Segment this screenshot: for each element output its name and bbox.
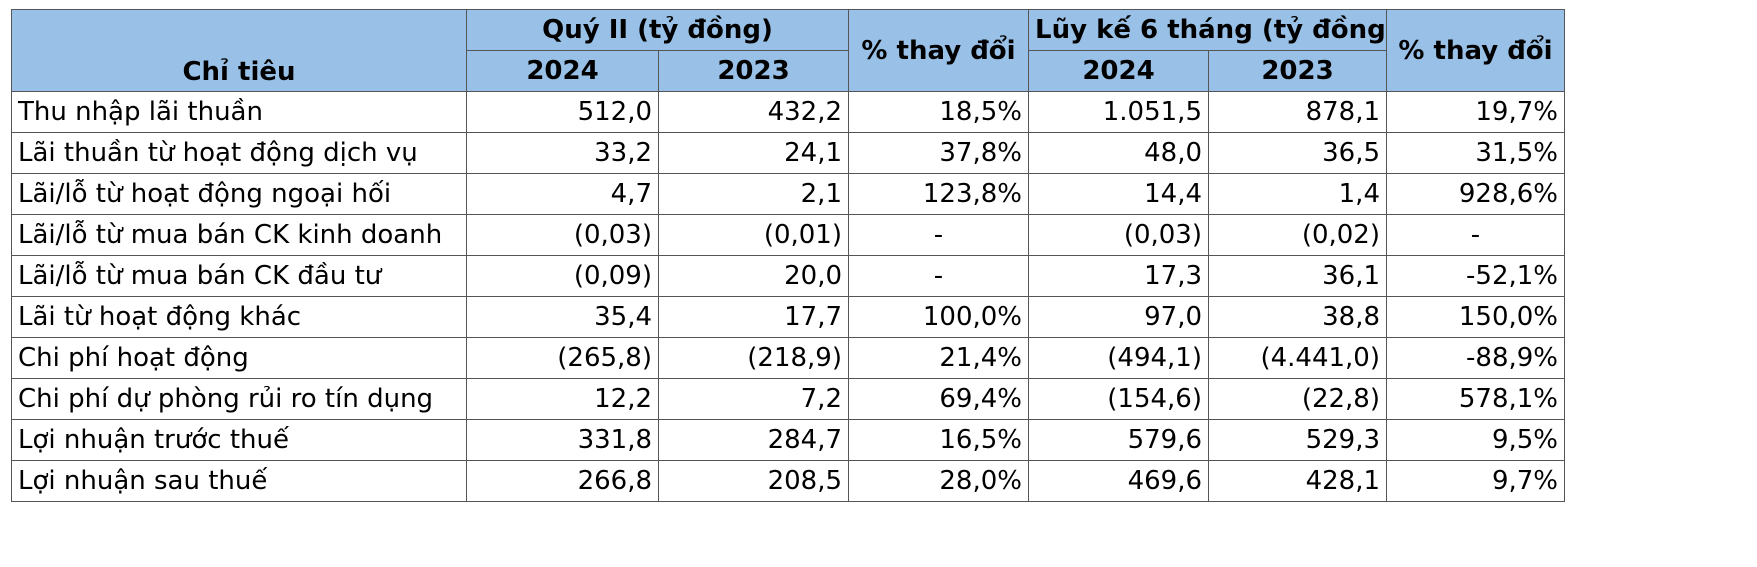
quarter-2023-cell: 24,1	[658, 132, 849, 174]
cumulative-2024-cell: (0,03)	[1028, 214, 1209, 256]
table-row: Lợi nhuận trước thuế 331,8 284,7 16,5% 579,6…	[11, 419, 1565, 461]
row-label: Lợi nhuận sau thuế	[11, 460, 467, 502]
quarter-pct-change-cell: 69,4%	[848, 378, 1029, 420]
header-quarter-group: Quý II (tỷ đồng)	[466, 9, 849, 51]
header-quarter-year-2024: 2024	[466, 50, 659, 92]
table-row: Lãi thuần từ hoạt động dịch vụ 33,2 24,1 37…	[11, 132, 1565, 174]
cumulative-2023-cell: 428,1	[1208, 460, 1387, 502]
quarter-pct-change-cell: 37,8%	[848, 132, 1029, 174]
quarter-2024-cell: 33,2	[466, 132, 659, 174]
cumulative-pct-change-cell: 19,7%	[1386, 91, 1565, 133]
quarter-2023-cell: 2,1	[658, 173, 849, 215]
table-row: Lãi từ hoạt động khác 35,4 17,7 100,0% 97,0 3…	[11, 296, 1565, 338]
table-row: Thu nhập lãi thuần 512,0 432,2 18,5% 1.051,5…	[11, 91, 1565, 133]
cumulative-2024-cell: (154,6)	[1028, 378, 1209, 420]
cumulative-2023-cell: 36,1	[1208, 255, 1387, 297]
cumulative-2023-cell: (22,8)	[1208, 378, 1387, 420]
cumulative-2024-cell: 1.051,5	[1028, 91, 1209, 133]
cumulative-2024-cell: (494,1)	[1028, 337, 1209, 379]
cumulative-pct-change-cell: 9,7%	[1386, 460, 1565, 502]
cumulative-2024-cell: 17,3	[1028, 255, 1209, 297]
row-label: Lãi/lỗ từ mua bán CK đầu tư	[11, 255, 467, 297]
row-label: Lợi nhuận trước thuế	[11, 419, 467, 461]
quarter-2024-cell: (0,09)	[466, 255, 659, 297]
table-row: Lãi/lỗ từ mua bán CK đầu tư (0,09) 20,0-17…	[11, 255, 1565, 297]
cumulative-2024-cell: 97,0	[1028, 296, 1209, 338]
header-quarter-pct-change: % thay đổi	[848, 9, 1029, 92]
cumulative-pct-change-cell: -88,9%	[1386, 337, 1565, 379]
quarter-2023-cell: 20,0	[658, 255, 849, 297]
cumulative-pct-change-cell: -	[1386, 214, 1565, 256]
cumulative-2023-cell: (0,02)	[1208, 214, 1387, 256]
cumulative-2023-cell: 1,4	[1208, 173, 1387, 215]
cumulative-2023-cell: 878,1	[1208, 91, 1387, 133]
table-row: Lãi/lỗ từ mua bán CK kinh doanh (0,03) (0,…	[11, 214, 1565, 256]
quarter-2023-cell: 432,2	[658, 91, 849, 133]
row-label: Lãi/lỗ từ mua bán CK kinh doanh	[11, 214, 467, 256]
header-cumulative-pct-change: % thay đổi	[1386, 9, 1565, 92]
cumulative-2023-cell: (4.441,0)	[1208, 337, 1387, 379]
table-row: Chi phí dự phòng rủi ro tín dụng 12,2 7,2 6…	[11, 378, 1565, 420]
quarter-pct-change-cell: 16,5%	[848, 419, 1029, 461]
row-label: Lãi thuần từ hoạt động dịch vụ	[11, 132, 467, 174]
quarter-2024-cell: 331,8	[466, 419, 659, 461]
cumulative-pct-change-cell: 578,1%	[1386, 378, 1565, 420]
quarter-2023-cell: 17,7	[658, 296, 849, 338]
cumulative-2023-cell: 36,5	[1208, 132, 1387, 174]
row-label: Thu nhập lãi thuần	[11, 91, 467, 133]
quarter-2023-cell: 284,7	[658, 419, 849, 461]
cumulative-2024-cell: 579,6	[1028, 419, 1209, 461]
row-label: Lãi/lỗ từ hoạt động ngoại hối	[11, 173, 467, 215]
cumulative-2024-cell: 14,4	[1028, 173, 1209, 215]
table-row: Lợi nhuận sau thuế 266,8 208,5 28,0% 469,6 42…	[11, 460, 1565, 502]
quarter-2023-cell: (218,9)	[658, 337, 849, 379]
quarter-pct-change-cell: 18,5%	[848, 91, 1029, 133]
quarter-2024-cell: 12,2	[466, 378, 659, 420]
header-cumulative-group: Lũy kế 6 tháng (tỷ đồng)	[1028, 9, 1387, 51]
quarter-pct-change-cell: 100,0%	[848, 296, 1029, 338]
row-label: Chi phí dự phòng rủi ro tín dụng	[11, 378, 467, 420]
cumulative-pct-change-cell: 31,5%	[1386, 132, 1565, 174]
header-cumulative-year-2023: 2023	[1208, 50, 1387, 92]
quarter-2023-cell: 208,5	[658, 460, 849, 502]
quarter-2024-cell: 266,8	[466, 460, 659, 502]
cumulative-2023-cell: 38,8	[1208, 296, 1387, 338]
quarter-2024-cell: (265,8)	[466, 337, 659, 379]
quarter-pct-change-cell: 21,4%	[848, 337, 1029, 379]
cumulative-2023-cell: 529,3	[1208, 419, 1387, 461]
quarter-2023-cell: 7,2	[658, 378, 849, 420]
quarter-2024-cell: (0,03)	[466, 214, 659, 256]
quarter-2024-cell: 4,7	[466, 173, 659, 215]
header-cumulative-year-2024: 2024	[1028, 50, 1209, 92]
table-body: Thu nhập lãi thuần 512,0 432,2 18,5% 1.051,5…	[11, 91, 1565, 502]
header-row-label: Chỉ tiêu	[11, 9, 467, 92]
cumulative-pct-change-cell: 9,5%	[1386, 419, 1565, 461]
financial-results-table: Chỉ tiêu Quý II (tỷ đồng) % thay đổi Lũy…	[11, 9, 1565, 502]
row-label: Chi phí hoạt động	[11, 337, 467, 379]
quarter-pct-change-cell: -	[848, 214, 1029, 256]
cumulative-pct-change-cell: -52,1%	[1386, 255, 1565, 297]
header-quarter-year-2023: 2023	[658, 50, 849, 92]
cumulative-2024-cell: 48,0	[1028, 132, 1209, 174]
quarter-2023-cell: (0,01)	[658, 214, 849, 256]
quarter-2024-cell: 35,4	[466, 296, 659, 338]
table-row: Lãi/lỗ từ hoạt động ngoại hối 4,7 2,1 123,8…	[11, 173, 1565, 215]
cumulative-pct-change-cell: 150,0%	[1386, 296, 1565, 338]
quarter-2024-cell: 512,0	[466, 91, 659, 133]
cumulative-2024-cell: 469,6	[1028, 460, 1209, 502]
cumulative-pct-change-cell: 928,6%	[1386, 173, 1565, 215]
row-label: Lãi từ hoạt động khác	[11, 296, 467, 338]
quarter-pct-change-cell: -	[848, 255, 1029, 297]
quarter-pct-change-cell: 28,0%	[848, 460, 1029, 502]
table-row: Chi phí hoạt động (265,8) (218,9) 21,4% (494…	[11, 337, 1565, 379]
quarter-pct-change-cell: 123,8%	[848, 173, 1029, 215]
